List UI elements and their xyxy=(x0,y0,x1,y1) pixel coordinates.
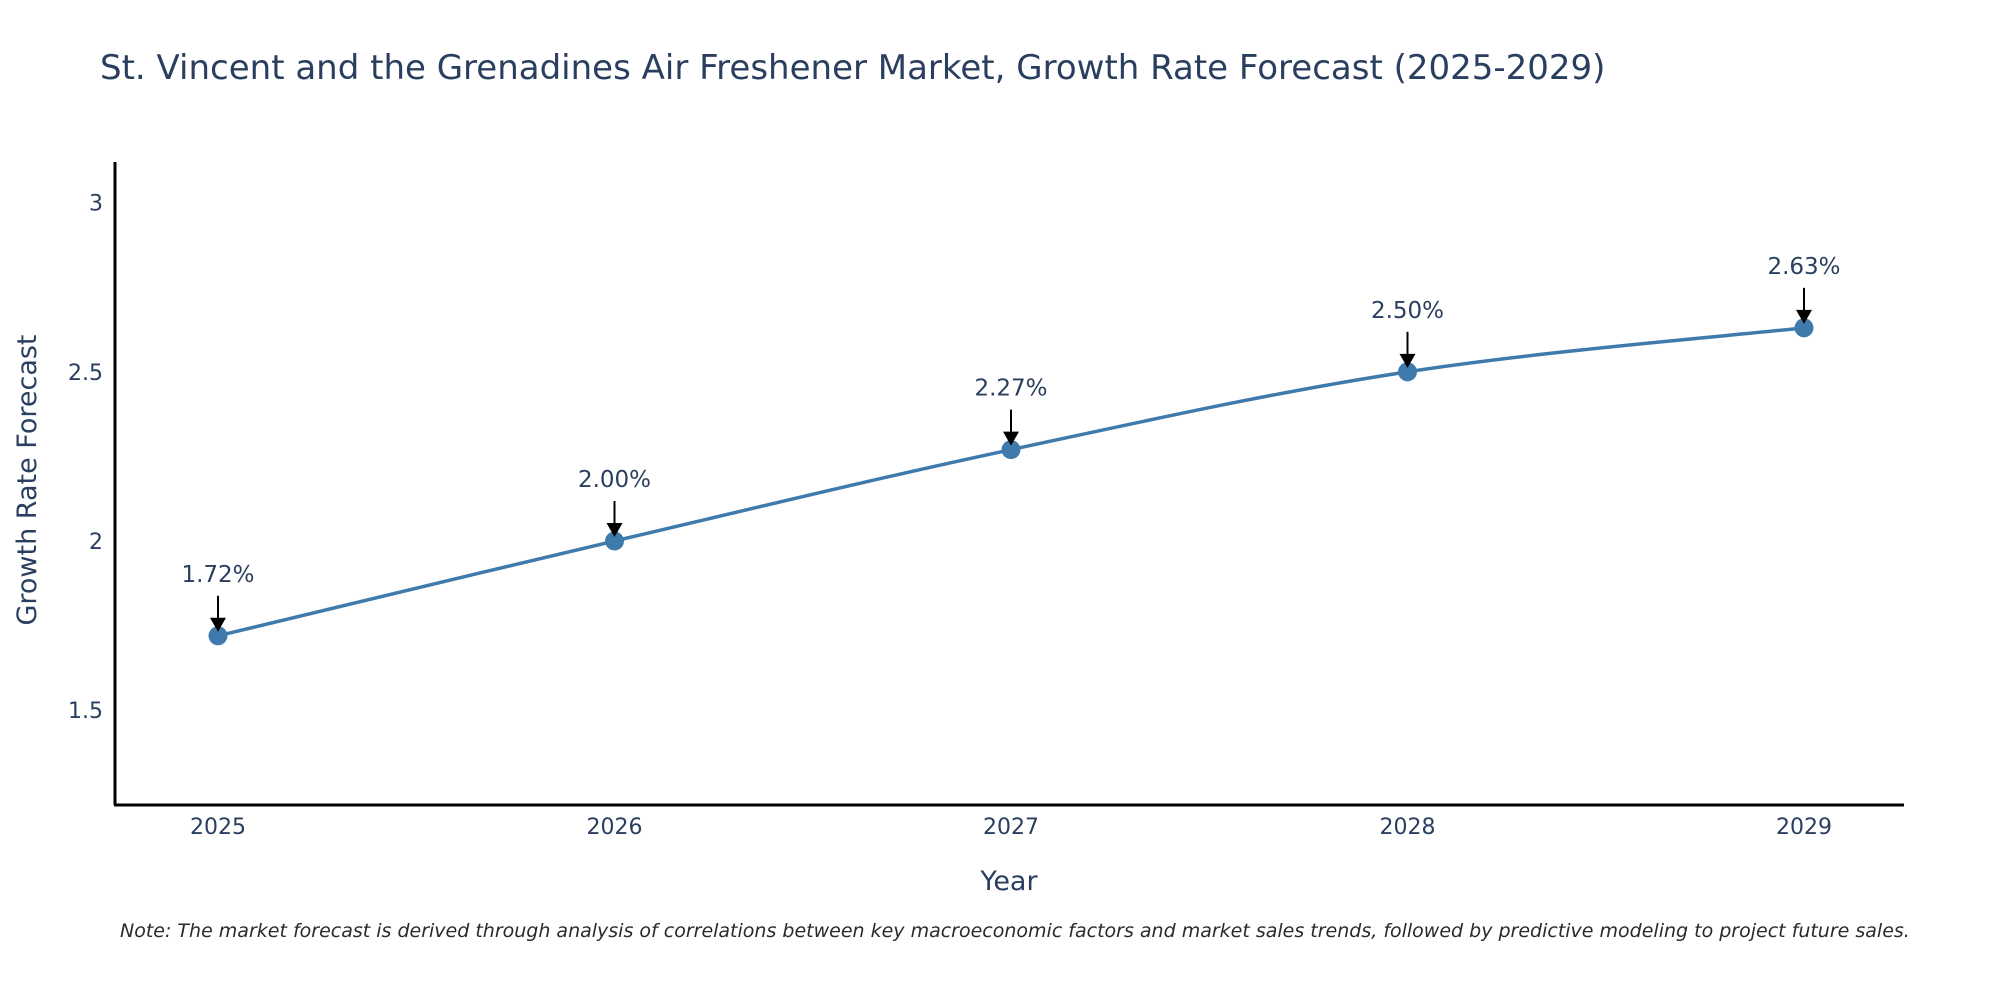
data-label: 2.00% xyxy=(578,467,651,493)
chart-title: St. Vincent and the Grenadines Air Fresh… xyxy=(100,48,1606,88)
x-tick-label: 2027 xyxy=(983,815,1039,840)
y-axis-title: Growth Rate Forecast xyxy=(12,334,43,625)
y-tick-label: 3 xyxy=(89,192,103,217)
y-axis-ticks: 1.5 2 2.5 3 xyxy=(68,192,103,725)
series-line-growth-rate xyxy=(216,326,1806,638)
annotation-arrow-head xyxy=(1003,431,1019,446)
x-tick-label: 2025 xyxy=(190,815,246,840)
x-tick-label: 2029 xyxy=(1776,815,1832,840)
data-label: 1.72% xyxy=(181,562,254,588)
data-label: 2.63% xyxy=(1767,254,1840,280)
data-label: 2.50% xyxy=(1371,298,1444,324)
x-axis-title: Year xyxy=(979,866,1038,897)
data-points xyxy=(208,318,1814,646)
data-point-marker xyxy=(208,626,228,646)
data-annotations: 1.72% 2.00% 2.27% 2.50% 2.63% xyxy=(181,254,1841,632)
y-tick-label: 1.5 xyxy=(68,699,103,724)
annotation-arrow-head xyxy=(606,523,623,538)
x-tick-label: 2028 xyxy=(1380,815,1436,840)
annotation-arrow-head xyxy=(210,617,226,632)
data-point-marker xyxy=(1001,440,1021,460)
data-point-marker xyxy=(605,531,624,551)
data-point-marker xyxy=(1794,318,1814,338)
data-point-marker xyxy=(1398,362,1417,382)
y-tick-label: 2 xyxy=(89,530,103,555)
x-tick-label: 2026 xyxy=(587,815,643,840)
y-tick-label: 2.5 xyxy=(68,361,103,386)
data-label: 2.27% xyxy=(974,376,1047,402)
chart-note: Note: The market forecast is derived thr… xyxy=(120,920,1910,942)
annotation-arrow-head xyxy=(1796,309,1812,324)
annotation-arrow-head xyxy=(1399,353,1416,368)
x-axis-ticks: 2025 2026 2027 2028 2029 xyxy=(190,815,1832,840)
